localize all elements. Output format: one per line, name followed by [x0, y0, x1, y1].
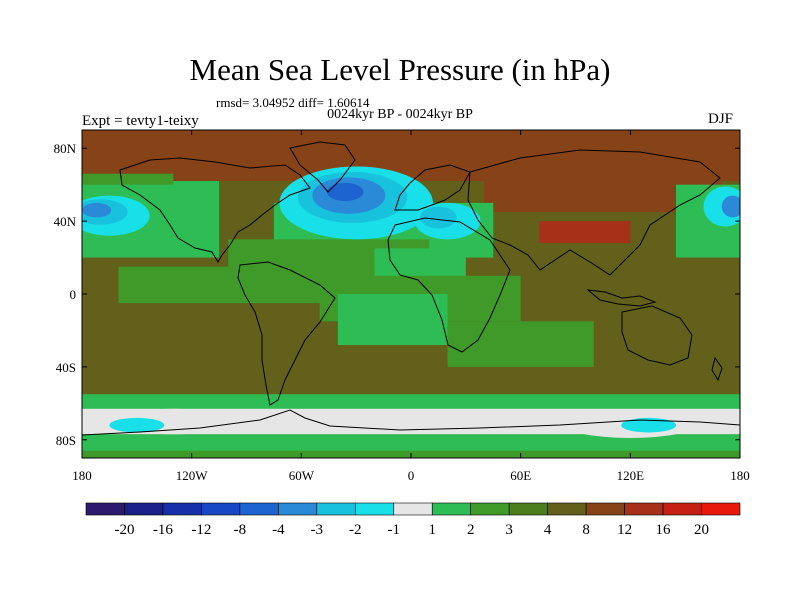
field-region-indian-green: [447, 321, 594, 367]
x-tick-label: 60W: [289, 468, 315, 483]
colorbar: -20 -16 -12 -8 -4 -3 -2 -1 1 2 3 4 8 12 16 20: [85, 502, 741, 538]
colorbar-label: 3: [505, 522, 513, 538]
colorbar-swatch: [162, 502, 202, 516]
colorbar-swatch: [316, 502, 356, 516]
field-region-asia-high: [538, 221, 631, 243]
coastline-africa: [387, 217, 511, 353]
colorbar-label: -16: [153, 522, 173, 538]
colorbar-label: -4: [272, 522, 285, 538]
colorbar-label: 2: [467, 522, 475, 538]
colorbar-label: -2: [349, 522, 362, 538]
y-tick-label: 40N: [54, 214, 77, 229]
coastlines: [82, 141, 740, 436]
colorbar-swatch: [624, 502, 664, 516]
field-blob-med-low-core: [420, 206, 457, 229]
y-axis: 80N 40N 0 40S 80S: [54, 141, 740, 448]
colorbar-label: 20: [694, 522, 709, 538]
colorbar-swatch: [239, 502, 279, 516]
colorbar-swatch: [85, 502, 125, 516]
colorbar-swatch: [431, 502, 472, 516]
colorbar-label: 16: [656, 522, 672, 538]
colorbar-label: -3: [311, 522, 324, 538]
field-region-n-pacific-green: [82, 173, 174, 185]
stats-text: rmsd= 3.04952 diff= 1.60614: [216, 95, 370, 110]
pressure-field: [82, 130, 740, 458]
colorbar-label: 4: [544, 522, 552, 538]
coastline-antarctica: [82, 409, 740, 436]
coastline-south-america: [237, 261, 336, 406]
experiment-label: Expt = tevty1-teixy: [82, 113, 199, 129]
coastline-australia: [621, 305, 693, 366]
x-tick-label: 120W: [176, 468, 209, 483]
colorbar-swatch: [585, 502, 625, 516]
y-tick-label: 80N: [54, 141, 77, 156]
field-blob-n-atlantic-low-core: [326, 182, 364, 202]
colorbar-swatch: [701, 502, 741, 516]
field-blob-antarctic-blue-2: [109, 417, 165, 433]
coastline-indonesia: [586, 289, 657, 307]
y-tick-label: 80S: [56, 433, 76, 448]
x-axis: 180 120W 60W 0 60E 120E 180: [72, 130, 750, 483]
x-tick-label: 180: [730, 468, 750, 483]
chart-title: Mean Sea Level Pressure (in hPa): [189, 52, 611, 87]
x-tick-label: 0: [408, 468, 415, 483]
y-tick-label: 40S: [56, 360, 76, 375]
field-blob-antarctic-blue-1: [621, 417, 677, 433]
colorbar-swatch: [201, 502, 241, 516]
field-region-s-atlantic-white: [337, 294, 448, 346]
chart-subtitle: 0024kyr BP - 0024kyr BP: [327, 107, 473, 122]
colorbar-label: -8: [234, 522, 247, 538]
x-tick-label: 180: [72, 468, 92, 483]
y-tick-label: 0: [70, 287, 77, 302]
colorbar-swatch: [278, 502, 318, 516]
colorbar-label: -20: [114, 522, 134, 538]
field-blob-n-pacific-low-east-core: [721, 195, 740, 218]
colorbar-swatch: [124, 502, 164, 516]
coastline-new-zealand: [711, 356, 723, 382]
x-tick-label: 60E: [510, 468, 531, 483]
colorbar-swatch: [508, 502, 548, 516]
colorbar-swatch: [393, 502, 433, 516]
colorbar-label: 8: [582, 522, 590, 538]
colorbar-swatch: [662, 502, 702, 516]
x-tick-label: 120E: [617, 468, 645, 483]
coastline-greenland: [289, 141, 356, 193]
colorbar-swatch: [470, 502, 510, 516]
colorbar-label: -1: [388, 522, 401, 538]
colorbar-swatch: [354, 502, 395, 516]
colorbar-label: -12: [191, 522, 211, 538]
colorbar-label: 12: [617, 522, 632, 538]
coastline-asia: [467, 149, 721, 276]
field-blob-n-pacific-low-core: [82, 202, 112, 218]
colorbar-label: 1: [428, 522, 436, 538]
colorbar-swatch: [547, 502, 587, 516]
coastline-north-america: [119, 157, 311, 263]
season-label: DJF: [708, 111, 734, 127]
